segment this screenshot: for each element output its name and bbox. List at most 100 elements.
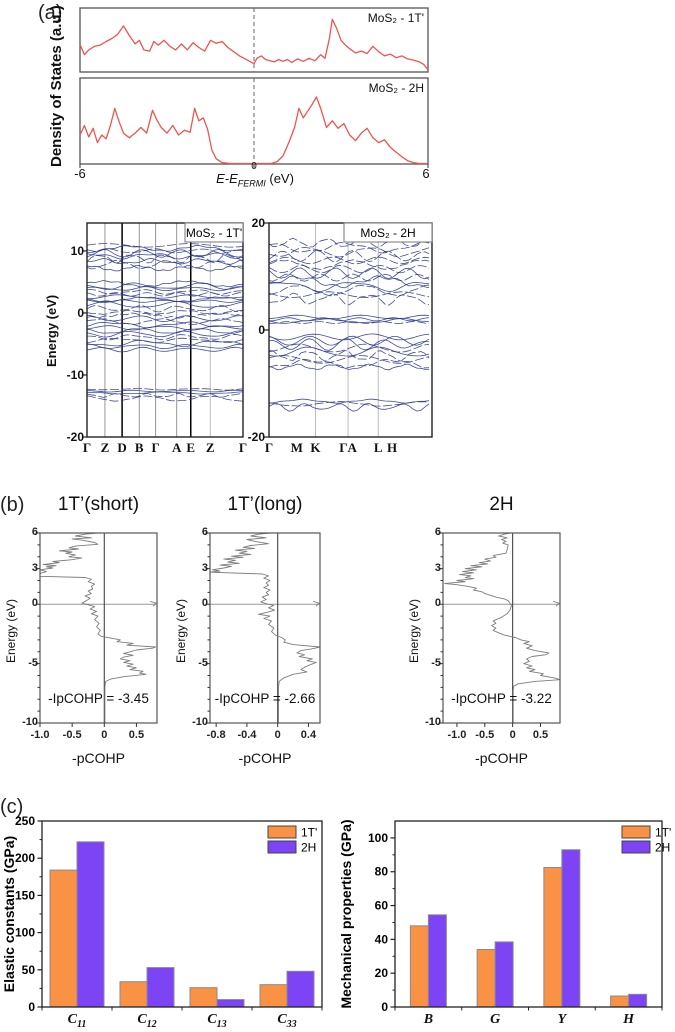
band-line xyxy=(86,296,244,302)
category-label: G xyxy=(490,1012,501,1027)
cohp-xtick-label: 0 xyxy=(509,729,516,741)
kpoint-label: Γ xyxy=(264,440,274,455)
cohp-ytick-label: -10 xyxy=(192,716,208,728)
band-line xyxy=(268,267,430,280)
band-line xyxy=(86,321,244,329)
cohp-xtick-label: 0.5 xyxy=(128,729,145,741)
dos-xtick-zero: 0 xyxy=(251,161,257,172)
band-line xyxy=(268,275,430,289)
cohp-title: 1T’(short) xyxy=(57,494,140,515)
bar-chart-box xyxy=(41,820,323,1008)
band-title-box xyxy=(184,222,244,243)
cohp-title: 2H xyxy=(489,494,514,515)
dos-y-axis-label: Density of States (a.u.) xyxy=(48,5,65,167)
bar-2H-C33 xyxy=(286,970,315,1008)
band-line xyxy=(268,282,430,292)
bar-y-axis-label: Mechanical properties (GPa) xyxy=(338,819,354,1008)
dos-xtick-left: -6 xyxy=(74,166,86,181)
band-line xyxy=(86,343,244,350)
band-line xyxy=(268,250,430,263)
band-line xyxy=(86,325,244,331)
dos-curve xyxy=(79,96,428,165)
cohp-y-axis-label: Energy (eV) xyxy=(407,598,421,664)
band-line xyxy=(268,398,430,404)
band-structure-2h: MoS₂ - 2H xyxy=(264,222,433,438)
category-label: Y xyxy=(557,1012,567,1027)
band-line xyxy=(86,388,244,391)
band-line xyxy=(268,317,430,324)
cohp-xtick-label: 0 xyxy=(101,729,108,741)
bar-2H-G xyxy=(494,941,514,1008)
band-title: MoS₂ - 2H xyxy=(360,226,415,240)
cohp-x-axis-label: -pCOHP xyxy=(475,750,528,766)
band-box xyxy=(86,222,244,438)
bar-1T'-Y xyxy=(543,867,563,1008)
category-label: C13 xyxy=(207,1012,227,1030)
cohp-ytick-label: 3 xyxy=(31,561,38,574)
cohp-ytick-label: -5 xyxy=(28,656,38,669)
edge-curl xyxy=(312,600,320,607)
band-ytick-label: -20 xyxy=(247,430,265,444)
band-line xyxy=(86,252,244,260)
cohp-xtick-label: 0 xyxy=(274,729,281,741)
band-title-box xyxy=(343,222,433,243)
kpoint-label: E xyxy=(186,440,196,455)
band-line xyxy=(86,294,244,299)
bar-ytick-label: 200 xyxy=(15,851,35,865)
category-label: C11 xyxy=(67,1012,87,1030)
band-line xyxy=(86,265,244,272)
band-line xyxy=(86,248,244,254)
bar-ytick-label: 80 xyxy=(375,865,389,879)
ipcohp-annotation: -IpCOHP = -3.22 xyxy=(451,691,552,706)
band-line xyxy=(87,333,244,341)
cohp-y-axis-label: Energy (eV) xyxy=(174,598,188,664)
band-line xyxy=(268,343,430,353)
band-line xyxy=(86,304,244,313)
kpoint-label: Z xyxy=(205,440,215,455)
legend-label: 1T' xyxy=(655,826,671,840)
bar-ytick-label: 50 xyxy=(22,963,36,977)
band-line xyxy=(268,259,430,271)
cohp-title: 1T’(long) xyxy=(227,494,303,515)
cohp-x-axis-label: -pCOHP xyxy=(72,750,125,766)
bar-ytick-label: 0 xyxy=(28,1000,35,1014)
cohp-y-axis-label: Energy (eV) xyxy=(4,598,18,664)
category-label: H xyxy=(623,1012,635,1027)
bar-2H-Y xyxy=(561,849,581,1008)
band-line xyxy=(268,284,430,297)
legend-label: 1T' xyxy=(301,826,317,840)
band-line xyxy=(268,291,430,299)
band-line xyxy=(86,346,244,353)
kpoint-label: Γ xyxy=(238,440,248,455)
band-ytick-label: 20 xyxy=(251,216,265,230)
band-structure-1t: MoS₂ - 1T' xyxy=(82,222,244,438)
bar-1T'-C33 xyxy=(259,984,288,1008)
band-line xyxy=(86,330,244,338)
cohp-ytick-label: -10 xyxy=(22,716,38,728)
cohp-xtick-label: -0.8 xyxy=(206,729,226,741)
bar-1T'-C12 xyxy=(119,981,148,1008)
cohp-xtick-label: -0.5 xyxy=(62,729,82,741)
cohp-curve xyxy=(209,532,321,723)
bar-ytick-label: 40 xyxy=(375,932,389,946)
band-line xyxy=(86,259,244,270)
band-line xyxy=(86,389,244,393)
bar-ytick-label: 100 xyxy=(368,831,388,845)
band-line xyxy=(268,350,430,362)
legend-swatch-2H xyxy=(267,840,297,854)
band-line xyxy=(269,317,430,322)
panel-c-label: (c) xyxy=(0,796,24,818)
band-ytick-label: 10 xyxy=(70,243,84,258)
bar-1T'-C13 xyxy=(189,987,218,1008)
band-line xyxy=(86,301,244,308)
legend-label: 2H xyxy=(301,841,316,855)
cohp-ytick-label: 0 xyxy=(201,597,208,610)
cohp-curve xyxy=(444,532,561,723)
band-line xyxy=(86,280,244,288)
cohp-ytick-label: 6 xyxy=(201,526,208,538)
cohp-xtick-label: -1.0 xyxy=(30,729,50,741)
band-line xyxy=(268,338,430,351)
band-line xyxy=(268,264,430,274)
dos-panel1-title: MoS₂ - 1T' xyxy=(367,11,424,25)
